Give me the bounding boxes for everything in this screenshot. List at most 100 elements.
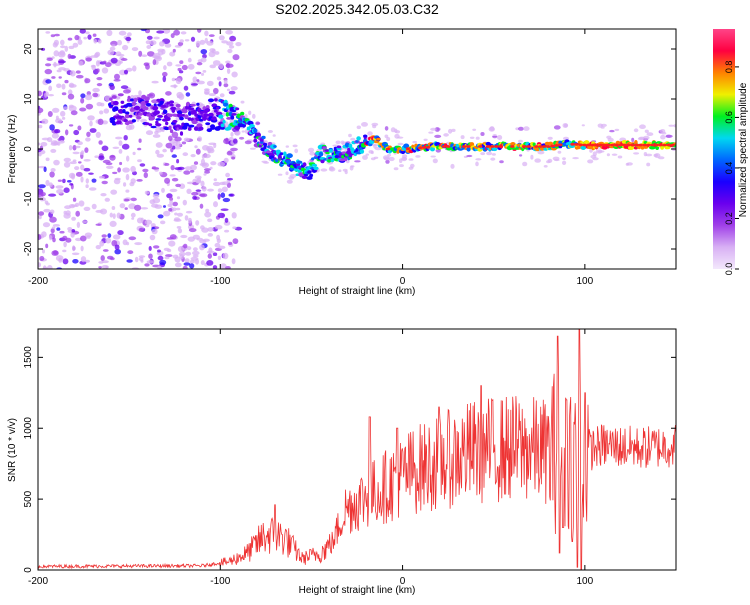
spectrogram-cell	[189, 169, 195, 173]
spectrogram-cell	[80, 150, 85, 156]
spectrogram-cell	[173, 146, 181, 150]
spectrogram-cell	[152, 105, 159, 111]
spectrogram-cell	[558, 143, 563, 147]
spectrogram-cell	[42, 222, 51, 228]
spectrogram-cell	[193, 161, 199, 165]
spectrogram-cell	[63, 241, 67, 248]
spectrogram-cell	[428, 131, 434, 134]
spectrogram-cell	[65, 129, 69, 136]
spectrogram-cell	[225, 62, 231, 69]
spectrogram-cell	[534, 145, 539, 148]
spectrogram-cell	[222, 252, 229, 260]
snr-frame	[37, 328, 677, 571]
spectrogram-cell	[109, 46, 116, 51]
spectrogram-cell	[120, 58, 128, 61]
spectrogram-cell	[180, 31, 187, 35]
spectrogram-cell	[126, 241, 130, 246]
spectrogram-cell	[40, 142, 48, 147]
spectrogram-cell	[144, 190, 150, 195]
spectrogram-cell	[115, 136, 123, 140]
spectrogram-cell	[85, 259, 90, 263]
spectrogram-cell	[218, 114, 224, 119]
spectrogram-cell	[207, 227, 214, 232]
spectrogram-cell	[510, 145, 515, 148]
spectrogram-cell	[44, 68, 53, 75]
spectrogram-cell	[225, 172, 231, 178]
spectrogram-cell	[207, 98, 215, 103]
spectrogram-cell	[192, 76, 198, 83]
spectrogram-cell	[466, 145, 471, 148]
snr-x-tick-label: -200	[28, 576, 48, 587]
spectrogram-cell	[85, 57, 92, 62]
spectrogram-cell	[371, 122, 379, 127]
spectrogram-cell	[340, 140, 345, 145]
spectrogram-cell	[95, 209, 104, 213]
spectrogram-cell	[125, 189, 130, 193]
spectrogram-cell	[562, 157, 566, 161]
spectrogram-cell	[224, 217, 229, 223]
spectrogram-cell	[646, 143, 651, 147]
spectrogram-cell	[581, 145, 586, 150]
spectrogram-cell	[83, 36, 87, 40]
spectrogram-cell	[318, 151, 324, 157]
spectrogram-cell	[187, 57, 192, 63]
spectrogram-cell	[223, 157, 229, 163]
spectrogram-y-tick-label: -20	[23, 241, 34, 256]
spectrogram-cell	[297, 169, 302, 173]
spectrogram-cell	[665, 134, 673, 138]
spectrogram-cell	[155, 123, 162, 127]
spectrogram-cell	[157, 114, 164, 118]
spectrogram-cell	[51, 56, 55, 59]
spectrogram-cell	[130, 98, 135, 102]
spectrogram-cell	[195, 189, 202, 192]
spectrogram-cell	[199, 244, 205, 251]
spectrogram-cell	[359, 149, 365, 154]
spectrogram-cell	[223, 79, 228, 84]
spectrogram-cell	[101, 180, 108, 185]
spectrogram-cell	[445, 145, 451, 148]
spectrogram-cell	[98, 140, 103, 145]
spectrogram-cell	[176, 159, 180, 164]
spectrogram-cell	[113, 106, 119, 112]
spectrogram-cell	[80, 256, 87, 263]
spectrogram-cell	[213, 201, 218, 208]
spectrogram-cell	[114, 249, 121, 255]
spectrogram-cell	[193, 247, 198, 252]
spectrogram-cell	[618, 143, 623, 147]
spectrogram-cell	[203, 153, 211, 159]
spectrogram-cell	[230, 147, 238, 152]
spectrogram-cell	[202, 70, 207, 73]
spectrogram-cell	[182, 265, 188, 269]
spectrogram-cell	[553, 159, 560, 162]
spectrogram-cell	[155, 149, 160, 155]
spectrogram-cell	[163, 205, 166, 208]
spectrogram-cell	[196, 62, 203, 66]
spectrogram-cell	[168, 208, 173, 212]
spectrogram-cell	[451, 128, 456, 132]
spectrogram-cell	[70, 110, 78, 116]
spectrogram-cell	[57, 179, 63, 182]
spectrogram-cell	[99, 240, 105, 247]
spectrogram-cell	[112, 146, 120, 149]
spectrogram-cell	[177, 246, 185, 253]
spectrogram-cell	[58, 76, 62, 79]
spectrogram-cell	[224, 229, 230, 233]
spectrogram-cell	[469, 142, 475, 147]
spectrogram-cell	[71, 216, 76, 221]
spectrogram-cell	[47, 265, 53, 269]
spectrogram-cell	[177, 212, 183, 217]
spectrogram-cell	[68, 82, 75, 88]
spectrogram-cell	[69, 183, 74, 186]
spectrogram-x-tick-label: -100	[210, 276, 230, 287]
spectrogram-cell	[45, 31, 51, 34]
spectrogram-cell	[58, 60, 66, 64]
spectrogram-cell	[38, 184, 46, 189]
spectrogram-cell	[99, 208, 108, 215]
spectrogram-cell	[98, 155, 105, 161]
spectrogram-cell	[276, 150, 281, 155]
spectrogram-cell	[182, 152, 189, 157]
spectrogram-cell	[117, 39, 122, 46]
spectrogram-cell	[109, 154, 116, 161]
